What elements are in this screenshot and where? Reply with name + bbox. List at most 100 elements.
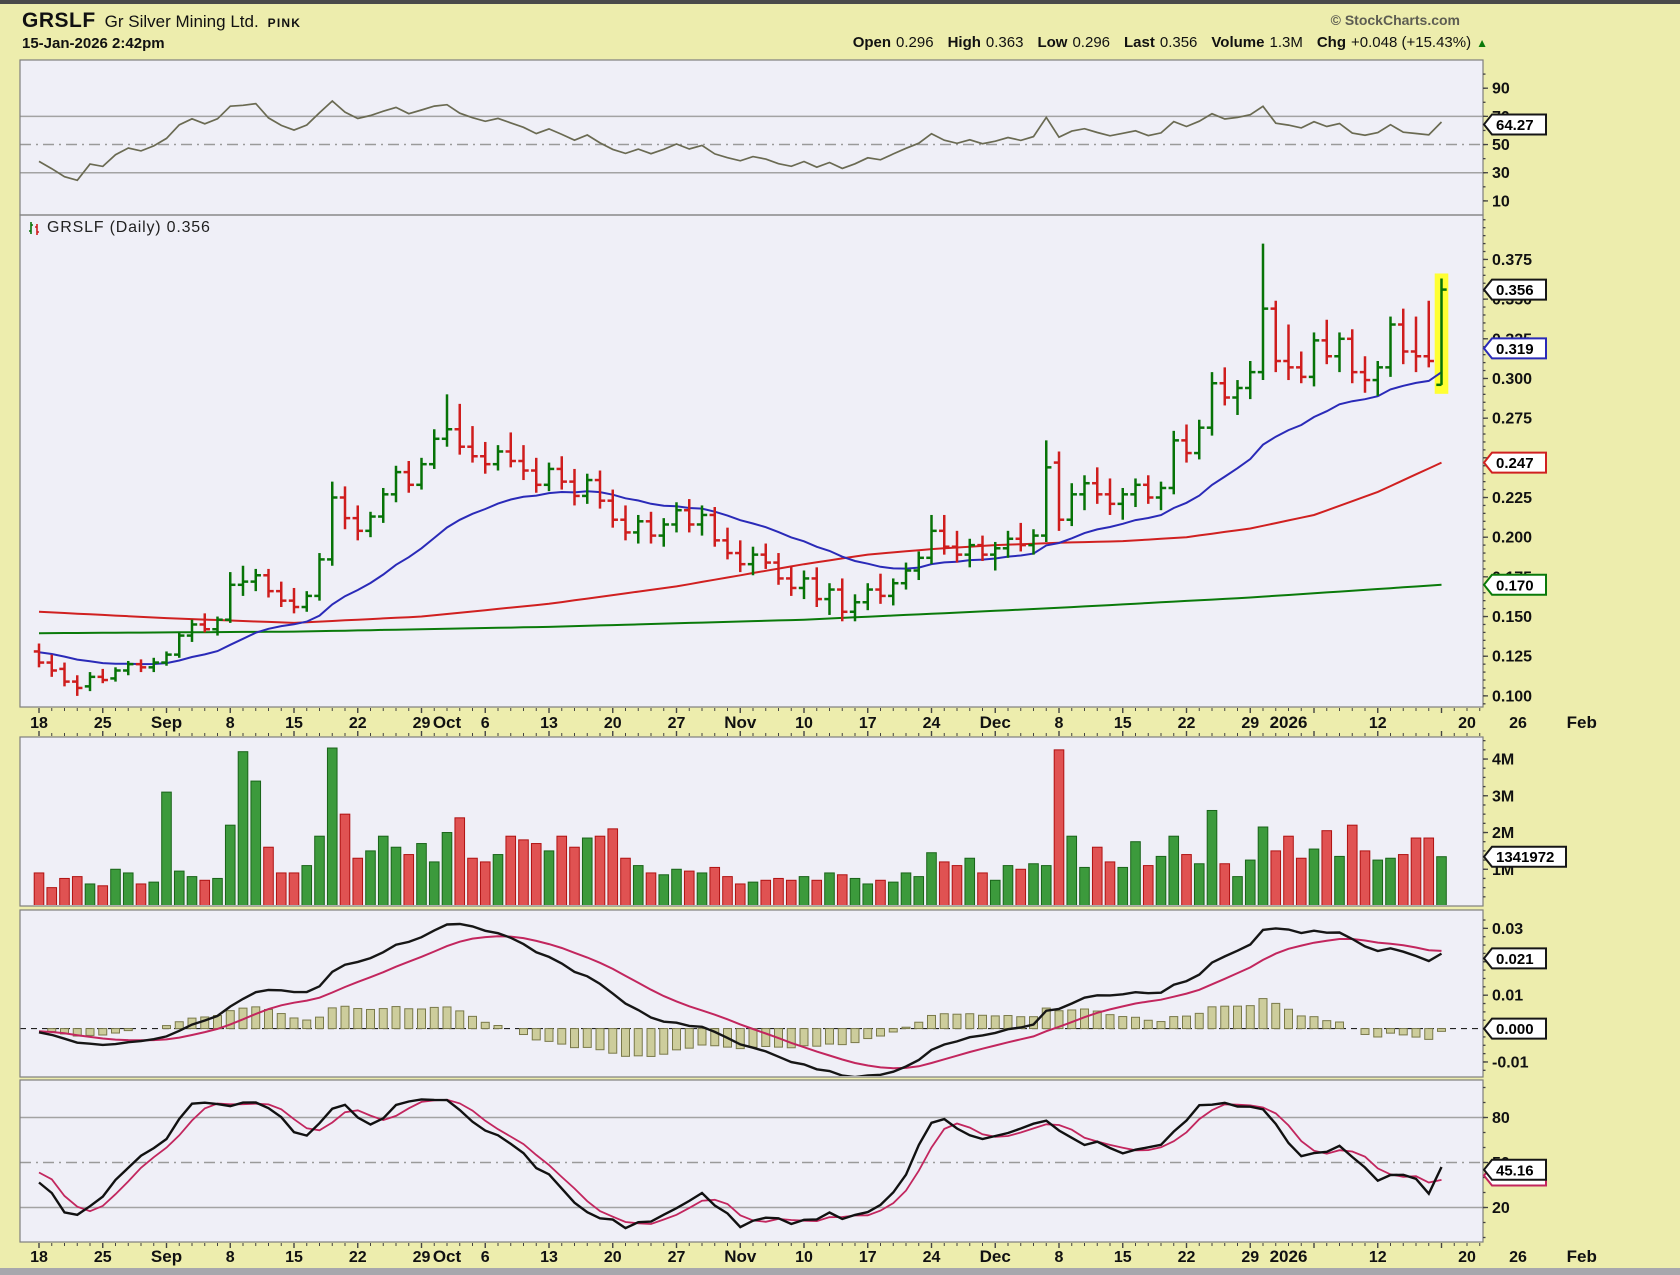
ohlc-bar	[467, 426, 478, 463]
ohlc-bar	[199, 613, 210, 633]
volume-bar	[785, 879, 797, 905]
volume-bar	[798, 876, 810, 905]
date-label: 29	[413, 715, 431, 732]
ohlc-bar	[760, 543, 771, 569]
volume-bar	[416, 843, 427, 905]
volume-bar	[97, 885, 109, 905]
date-label: Nov	[724, 1247, 757, 1266]
quote-value: 0.363	[985, 34, 1024, 51]
volume-bar	[377, 835, 389, 905]
ohlc-bar	[174, 632, 185, 658]
date-label: 15	[1114, 1249, 1132, 1266]
price-panel-border	[19, 214, 1484, 708]
ohlc-bar	[1308, 332, 1320, 387]
ohlc-bar	[1066, 483, 1077, 527]
date-label: 24	[923, 1249, 941, 1266]
volume-bar	[1334, 855, 1345, 905]
quote-label: High	[947, 34, 981, 51]
ohlc-bar	[1053, 451, 1065, 531]
date-label: 27	[668, 1249, 686, 1266]
stoch-panel-border	[19, 1079, 1484, 1243]
volume-bar	[1066, 835, 1078, 905]
volume-bar	[250, 780, 262, 905]
axis-label: 0.225	[1492, 490, 1532, 507]
ohlc-bar	[684, 499, 695, 533]
ohlc-bar	[849, 594, 861, 622]
volume-bar	[760, 879, 772, 905]
date-label: Feb	[1567, 1247, 1597, 1266]
ohlc-bar	[696, 505, 708, 536]
right-axis: 90705030100.3750.3500.3250.3000.2750.250…	[1483, 73, 1532, 1239]
axis-label: 0.100	[1492, 688, 1532, 705]
ohlc-bar	[1104, 478, 1116, 515]
volume-bar	[110, 868, 121, 905]
ohlc-bar	[1015, 522, 1026, 552]
volume-bar	[875, 879, 886, 905]
ohlc-bar	[1410, 316, 1422, 373]
price-panel-bg	[20, 215, 1483, 707]
ohlc-bar	[939, 514, 950, 555]
ohlc-bar	[352, 505, 363, 541]
volume-bar	[199, 879, 211, 905]
volume-bar	[824, 872, 835, 905]
ohlc-bar	[1130, 478, 1141, 508]
ohlc-bar	[403, 461, 414, 493]
price-panel-title: GRSLF (Daily) 0.356	[27, 219, 211, 237]
volume-bar	[186, 876, 198, 905]
ohlc-bar	[1181, 424, 1192, 463]
ohlc-bar	[1257, 243, 1269, 381]
date-label: Sep	[151, 713, 182, 732]
volume-bar	[1232, 876, 1243, 905]
date-label: 8	[1055, 715, 1064, 732]
date-label: 18	[30, 715, 48, 732]
change-up-icon: ▲	[1476, 36, 1488, 50]
value-tag-text: 0.319	[1496, 341, 1534, 358]
volume-bar	[951, 865, 963, 905]
axis-label: 0.03	[1492, 921, 1523, 938]
date-label: 12	[1369, 1249, 1387, 1266]
volume-bar	[926, 852, 937, 905]
ohlc-bar	[1155, 481, 1167, 511]
volume-bar	[1040, 865, 1052, 905]
top-border-bar	[0, 0, 1680, 4]
date-label: 26	[1509, 1249, 1527, 1266]
stoch-d-line	[38, 1098, 1442, 1225]
ohlc-bar	[1028, 529, 1039, 555]
ohlc-bar	[301, 591, 312, 612]
ticker-symbol: GRSLF	[22, 9, 96, 32]
axis-label: 0.125	[1492, 649, 1532, 666]
date-label: 8	[1055, 1249, 1064, 1266]
date-label: Oct	[433, 713, 462, 732]
quote-label: Chg	[1316, 34, 1347, 51]
ohlc-bar	[123, 660, 134, 676]
volume-bar	[1372, 859, 1384, 905]
date-label: 18	[30, 1249, 48, 1266]
volume-bar	[46, 887, 58, 905]
date-label: 25	[94, 715, 112, 732]
volume-bar	[173, 870, 185, 905]
volume-bar	[696, 872, 708, 905]
volume-bar	[428, 861, 440, 905]
value-tag-text: 0.170	[1496, 577, 1534, 594]
ohlc-bar	[1270, 300, 1281, 373]
quote-label: Last	[1124, 34, 1155, 51]
value-tag-text: 64.27	[1496, 117, 1534, 134]
volume-bar	[479, 861, 491, 905]
stoch-k-line	[38, 1098, 1443, 1230]
ohlc-bar	[1092, 467, 1103, 504]
ohlc-bar	[1283, 324, 1294, 381]
axis-label: 30	[1492, 165, 1510, 182]
ohlc-bar	[709, 507, 720, 547]
axis-label: 0.150	[1492, 609, 1532, 626]
ohlc-bar	[237, 565, 249, 596]
volume-bar	[1385, 857, 1396, 905]
ohlc-bar	[1079, 475, 1090, 511]
axis-label: 90	[1492, 81, 1510, 98]
ohlc-bar	[97, 668, 108, 684]
ohlc-bar	[416, 457, 427, 490]
date-label: 15	[285, 715, 303, 732]
ohlc-bar	[365, 511, 376, 538]
volume-bar	[1028, 863, 1039, 905]
price-panel-title-text: GRSLF (Daily) 0.356	[47, 219, 211, 236]
ohlc-bar	[735, 540, 746, 573]
